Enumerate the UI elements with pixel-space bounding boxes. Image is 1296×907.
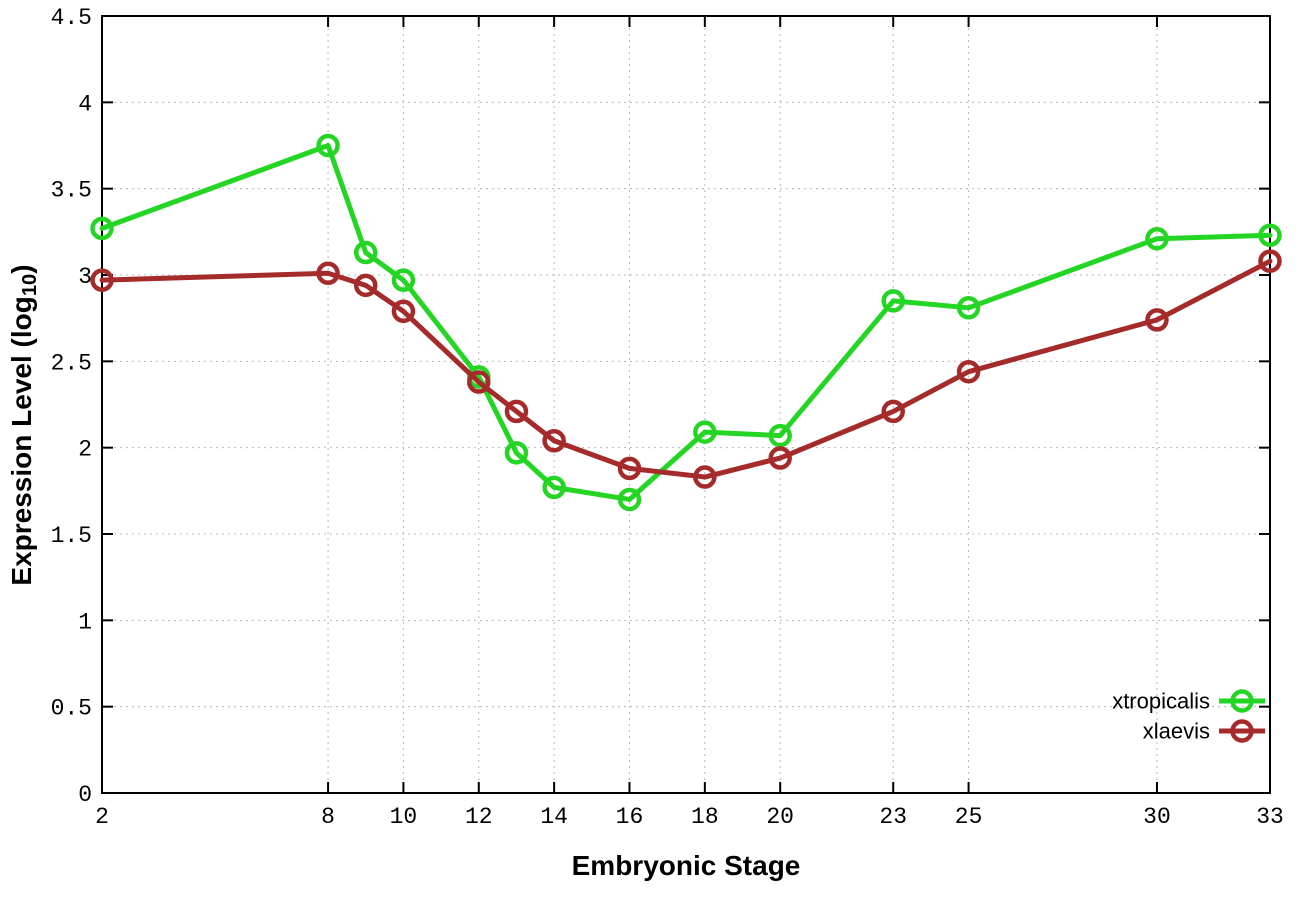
- data-point-xlaevis: [316, 261, 340, 286]
- x-axis-title: Embryonic Stage: [571, 850, 801, 881]
- x-tick-label: 12: [465, 804, 493, 830]
- data-point-xlaevis: [617, 456, 642, 481]
- data-point-xlaevis: [391, 299, 416, 324]
- y-tick-label: 3: [78, 264, 92, 290]
- x-tick-label: 8: [321, 804, 335, 830]
- x-tick-label: 20: [766, 804, 794, 830]
- data-point-xlaevis: [504, 399, 529, 424]
- y-tick-label: 1: [78, 609, 92, 635]
- series-line-xtropicalis: [99, 143, 1273, 502]
- data-point-xtropicalis: [617, 487, 642, 512]
- x-tick-label: 30: [1143, 804, 1171, 830]
- data-point-xlaevis: [353, 273, 378, 298]
- y-tick-label: 3.5: [51, 178, 92, 204]
- y-tick-label: 4.5: [51, 5, 92, 31]
- y-tick-label: 0.5: [51, 696, 92, 722]
- data-point-xtropicalis: [504, 441, 529, 465]
- x-tick-label: 2: [95, 804, 109, 830]
- series-line-xlaevis: [99, 258, 1273, 480]
- data-point-xlaevis: [768, 446, 792, 470]
- data-point-xlaevis: [90, 268, 114, 292]
- x-tick-label: 25: [955, 804, 983, 830]
- data-point-xlaevis: [542, 429, 566, 453]
- data-point-xtropicalis: [1145, 226, 1169, 251]
- legend-label-xtropicalis: xtropicalis: [1112, 689, 1210, 714]
- y-tick-label: 1.5: [51, 523, 92, 549]
- series-xlaevis: [90, 249, 1282, 489]
- data-point-xtropicalis: [881, 289, 905, 313]
- data-point-xtropicalis: [768, 423, 792, 448]
- y-axis-title: Expression Level (log10): [6, 264, 42, 585]
- legend-marker: [1230, 689, 1254, 713]
- data-point-xlaevis: [881, 399, 905, 424]
- data-point-xlaevis: [467, 370, 491, 394]
- legend: xtropicalis xlaevis: [1112, 689, 1265, 744]
- gridlines: [102, 16, 1270, 793]
- x-tick-label: 10: [390, 804, 418, 830]
- y-tick-label: 2.5: [51, 350, 92, 376]
- y-tick-label: 0: [78, 782, 92, 808]
- x-tick-label: 33: [1256, 804, 1284, 830]
- data-point-xtropicalis: [542, 475, 566, 500]
- series-xtropicalis: [90, 133, 1282, 512]
- x-tick-label: 16: [616, 804, 644, 830]
- x-tick-label: 18: [691, 804, 719, 830]
- data-point-xlaevis: [1145, 308, 1169, 332]
- y-axis-title-text: Expression Level (log: [5, 296, 37, 586]
- data-point-xtropicalis: [391, 268, 416, 292]
- legend-label-xlaevis: xlaevis: [1143, 719, 1210, 744]
- x-tick-label: 14: [540, 804, 568, 830]
- data-point-xtropicalis: [956, 296, 981, 320]
- data-point-xtropicalis: [353, 240, 378, 265]
- tick-labels: 2 8 10 12 14 16 18 20 23 25 30 33 0 0.5 1 1.5 2 2.5 3 3.5 4 4…: [51, 5, 1284, 830]
- plot-frame: [101, 15, 1271, 794]
- y-tick-label: 4: [78, 91, 92, 117]
- legend-entry-xlaevis: xlaevis: [1143, 719, 1265, 744]
- data-point-xtropicalis: [90, 216, 114, 241]
- y-axis-title-subscript: 10: [19, 273, 42, 297]
- data-point-xlaevis: [693, 465, 717, 489]
- data-point-xlaevis: [956, 359, 981, 384]
- data-point-xtropicalis: [693, 420, 717, 444]
- data-point-xtropicalis: [316, 133, 340, 158]
- legend-entry-xtropicalis: xtropicalis: [1112, 689, 1265, 714]
- y-tick-label: 2: [78, 437, 92, 463]
- x-tick-label: 23: [879, 804, 907, 830]
- legend-marker: [1230, 719, 1254, 743]
- axis-ticks: [101, 15, 1271, 794]
- data-point-xlaevis: [1258, 249, 1282, 273]
- y-axis-title-close: ): [5, 264, 37, 274]
- data-point-xtropicalis: [1258, 223, 1282, 248]
